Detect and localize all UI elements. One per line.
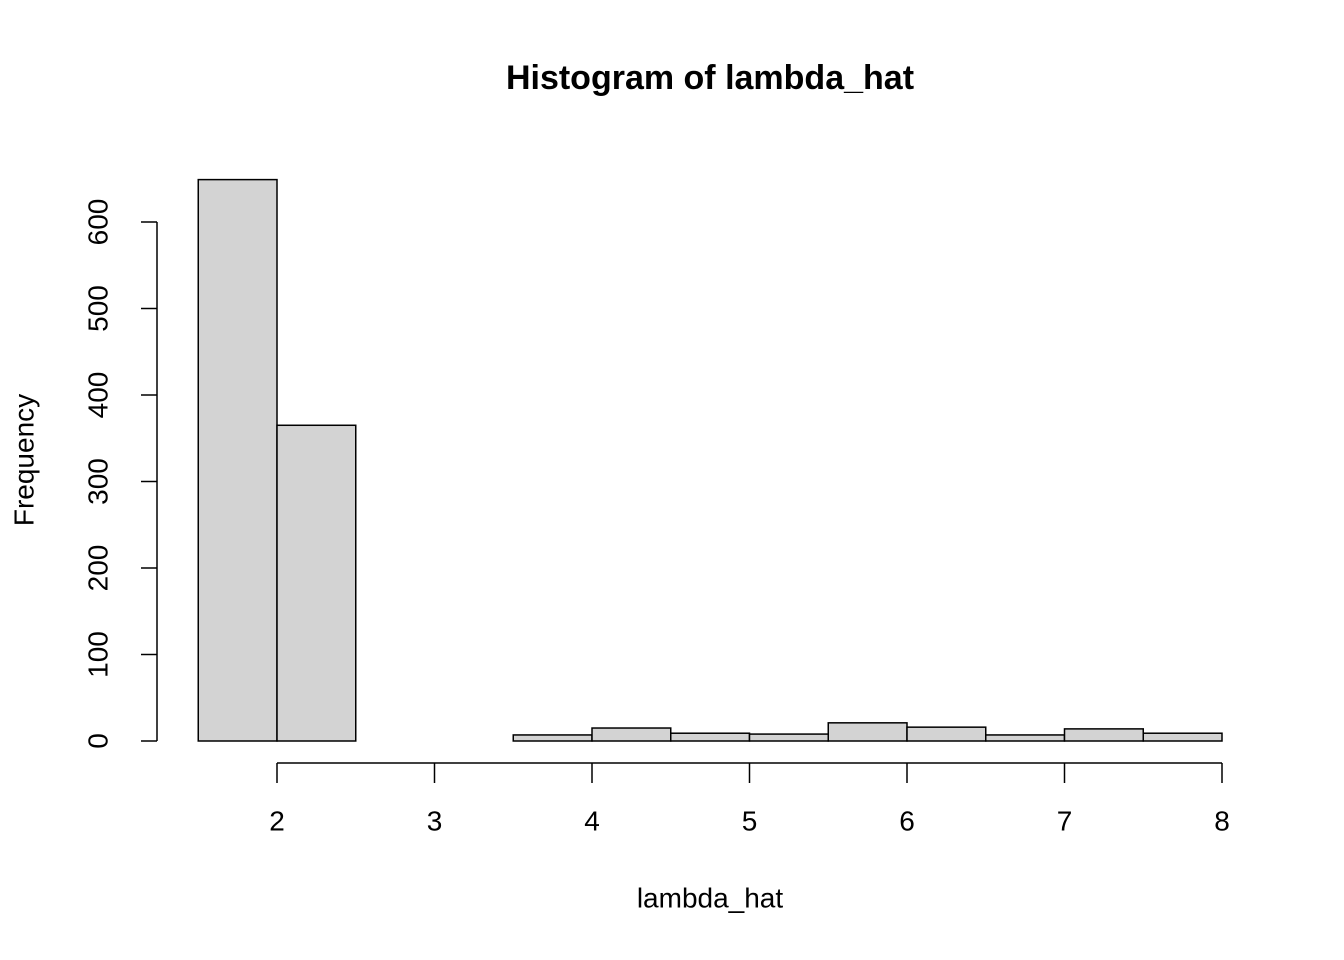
y-tick-label: 0 [82,733,113,749]
y-tick-label: 200 [82,545,113,592]
bar [906,726,987,742]
chart-title: Histogram of lambda_hat [506,59,914,97]
y-tick-label: 100 [82,631,113,678]
x-tick-label: 6 [899,805,915,836]
bar [197,178,278,742]
y-tick-label: 400 [82,372,113,419]
bar [512,734,593,742]
x-tick-label: 7 [1057,805,1073,836]
x-tick-label: 2 [269,805,285,836]
x-tick-label: 8 [1214,805,1230,836]
bar [748,733,829,742]
y-tick-label: 500 [82,285,113,332]
x-tick-label: 4 [584,805,600,836]
y-tick-label: 600 [82,199,113,246]
bar [591,727,672,742]
bar [1063,728,1144,742]
bar [1142,732,1223,742]
bar [985,734,1066,742]
bar [827,722,908,742]
bar [670,732,751,742]
y-tick-label: 300 [82,458,113,505]
bar [276,424,357,742]
x-tick-label: 3 [427,805,443,836]
x-axis-label: lambda_hat [637,882,784,913]
x-tick-label: 5 [742,805,758,836]
y-axis-label: Frequency [8,394,39,526]
